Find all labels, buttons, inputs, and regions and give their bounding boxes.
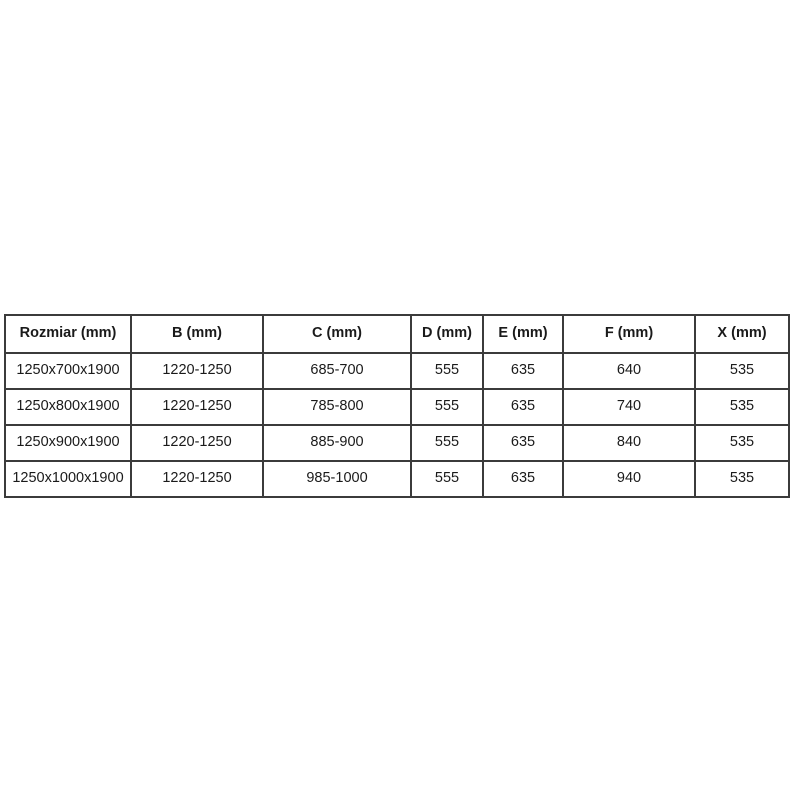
cell-f: 640: [562, 352, 696, 390]
cell-x: 535: [694, 460, 790, 498]
cell-c: 685-700: [262, 352, 412, 390]
cell-size: 1250x700x1900: [4, 352, 132, 390]
column-header-x: X (mm): [694, 314, 790, 354]
cell-f: 740: [562, 388, 696, 426]
table-row: 1250x800x1900 1220-1250 785-800 555 635 …: [4, 388, 790, 426]
cell-e: 635: [482, 352, 564, 390]
column-header-b: B (mm): [130, 314, 264, 354]
cell-e: 635: [482, 460, 564, 498]
column-header-f: F (mm): [562, 314, 696, 354]
cell-c: 985-1000: [262, 460, 412, 498]
table-header-row: Rozmiar (mm) B (mm) C (mm) D (mm) E (mm)…: [4, 314, 790, 354]
column-header-d: D (mm): [410, 314, 484, 354]
cell-size: 1250x800x1900: [4, 388, 132, 426]
cell-d: 555: [410, 460, 484, 498]
table-body: 1250x700x1900 1220-1250 685-700 555 635 …: [4, 352, 790, 498]
cell-c: 785-800: [262, 388, 412, 426]
cell-f: 840: [562, 424, 696, 462]
cell-b: 1220-1250: [130, 424, 264, 462]
cell-size: 1250x900x1900: [4, 424, 132, 462]
cell-c: 885-900: [262, 424, 412, 462]
table-row: 1250x1000x1900 1220-1250 985-1000 555 63…: [4, 460, 790, 498]
column-header-c: C (mm): [262, 314, 412, 354]
cell-e: 635: [482, 388, 564, 426]
cell-b: 1220-1250: [130, 460, 264, 498]
cell-d: 555: [410, 424, 484, 462]
table-row: 1250x700x1900 1220-1250 685-700 555 635 …: [4, 352, 790, 390]
cell-d: 555: [410, 352, 484, 390]
table-header: Rozmiar (mm) B (mm) C (mm) D (mm) E (mm)…: [4, 314, 790, 354]
cell-x: 535: [694, 388, 790, 426]
cell-d: 555: [410, 388, 484, 426]
cell-b: 1220-1250: [130, 352, 264, 390]
table-row: 1250x900x1900 1220-1250 885-900 555 635 …: [4, 424, 790, 462]
specification-table: Rozmiar (mm) B (mm) C (mm) D (mm) E (mm)…: [4, 314, 790, 498]
cell-f: 940: [562, 460, 696, 498]
cell-x: 535: [694, 352, 790, 390]
column-header-e: E (mm): [482, 314, 564, 354]
column-header-rozmiar: Rozmiar (mm): [4, 314, 132, 354]
cell-size: 1250x1000x1900: [4, 460, 132, 498]
cell-b: 1220-1250: [130, 388, 264, 426]
specification-table-container: Rozmiar (mm) B (mm) C (mm) D (mm) E (mm)…: [4, 314, 790, 498]
cell-x: 535: [694, 424, 790, 462]
cell-e: 635: [482, 424, 564, 462]
